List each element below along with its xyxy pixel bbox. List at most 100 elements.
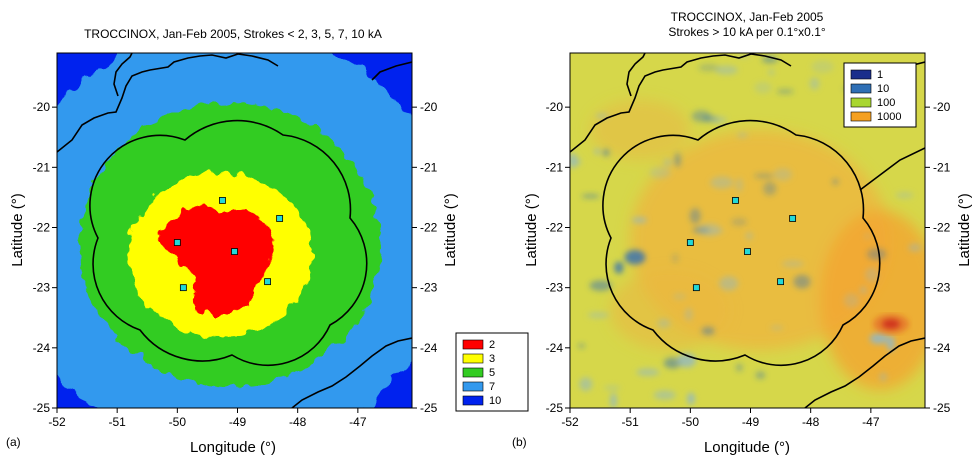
low-count-patch	[843, 293, 860, 308]
station-marker	[692, 284, 700, 292]
panel-b: TROCCINOX, Jan-Feb 2005 Strokes > 10 kA …	[512, 10, 973, 456]
x-tick-label: -47	[862, 415, 880, 429]
low-count-patch	[711, 116, 728, 125]
station-marker	[173, 239, 181, 246]
low-count-patch	[589, 280, 612, 291]
y-axis-label-a-right: Latitude (°)	[442, 193, 459, 267]
y-axis-label-a-left: Latitude (°)	[9, 193, 26, 267]
axes-b: -52 -51 -50 -49 -48 -47 -20 -20 -21 -21 -22 -22 -23 -…	[546, 100, 951, 429]
station-marker	[264, 278, 271, 286]
x-tick-label: -52	[561, 415, 579, 429]
y-tick-label-right: -25	[420, 401, 438, 415]
low-count-patch	[631, 217, 648, 224]
low-count-patch	[895, 191, 914, 199]
coverage-boundary-b	[602, 119, 881, 366]
low-count-patch	[811, 60, 834, 74]
y-tick-label-left: -24	[546, 341, 564, 355]
low-count-patch	[697, 223, 722, 237]
low-count-patch	[731, 218, 748, 227]
low-count-patch	[671, 253, 679, 263]
legend-swatch	[462, 367, 484, 378]
level-1000-patches	[590, 100, 925, 390]
low-count-patch	[719, 276, 739, 291]
legend-a: 2 3 5 7 10	[455, 332, 529, 412]
legend-swatch	[850, 97, 872, 108]
low-count-patch	[763, 181, 777, 196]
station-marker	[777, 278, 784, 286]
y-tick-label-right: -21	[420, 160, 438, 174]
low-count-patch	[793, 274, 811, 289]
low-count-patch	[710, 176, 734, 189]
x-tick-label: -51	[621, 415, 639, 429]
low-count-patch	[691, 110, 711, 123]
y-tick-label-right: -23	[420, 281, 438, 295]
low-count-patch	[614, 261, 624, 274]
stations-b	[686, 197, 797, 292]
x-tick-label: -51	[108, 415, 126, 429]
station-marker	[179, 284, 187, 292]
plot-frame-a	[56, 52, 413, 409]
y-tick-label-right: -20	[933, 100, 951, 114]
low-count-patch	[773, 168, 793, 181]
panel-a-title: TROCCINOX, Jan-Feb 2005, Strokes < 2, 3,…	[84, 27, 382, 41]
low-count-patch	[594, 148, 601, 155]
low-count-patch	[684, 307, 693, 321]
legend-label: 1	[877, 69, 883, 81]
low-count-patch	[653, 390, 676, 400]
station-marker	[744, 248, 751, 255]
low-count-patch	[581, 194, 600, 199]
legend-swatch	[850, 83, 872, 94]
legend-swatch	[462, 395, 484, 406]
y-tick-label-left: -21	[546, 160, 564, 174]
y-tick-label-right: -24	[933, 341, 951, 355]
x-tick-label: -48	[802, 415, 820, 429]
x-tick-label: -49	[742, 415, 760, 429]
legend-swatch	[462, 339, 484, 350]
low-count-patch	[864, 233, 871, 240]
low-count-patch	[879, 372, 887, 382]
station-marker	[686, 239, 694, 246]
y-tick-label-left: -23	[546, 281, 564, 295]
low-count-patch	[610, 392, 617, 408]
coverage-boundary	[89, 119, 368, 366]
panel-b-label: (b)	[512, 435, 527, 449]
low-count-patch	[663, 158, 673, 167]
low-count-patch	[579, 377, 593, 392]
low-count-patch	[674, 152, 681, 168]
stations-a	[173, 197, 284, 292]
low-count-patch	[689, 208, 701, 224]
panel-b-title: TROCCINOX, Jan-Feb 2005	[671, 10, 824, 24]
legend-swatch	[462, 381, 484, 392]
legend-label: 100	[877, 97, 895, 109]
low-count-patch	[657, 318, 671, 329]
station-marker	[732, 197, 739, 204]
y-tick-label-right: -24	[420, 341, 438, 355]
y-tick-label-left: -25	[546, 401, 564, 415]
station-marker	[219, 197, 226, 204]
legend-label: 10	[877, 83, 889, 95]
level-1-10-patches	[570, 53, 922, 408]
low-count-patch	[768, 68, 775, 76]
low-count-patch	[866, 248, 887, 261]
low-count-patch	[672, 293, 687, 300]
y-tick-label-left: -25	[33, 401, 51, 415]
station-marker	[231, 248, 238, 255]
y-tick-label-right: -21	[933, 160, 951, 174]
low-count-patch	[745, 231, 753, 241]
y-axis-label-b-left: Latitude (°)	[523, 193, 540, 267]
y-axis-label-b-right: Latitude (°)	[956, 193, 973, 267]
legend-swatch	[850, 69, 872, 80]
panel-b-subtitle: Strokes > 10 kA per 0.1°x0.1°	[668, 25, 826, 39]
low-count-patch	[869, 333, 889, 345]
low-count-patch	[595, 113, 609, 119]
y-tick-label-left: -23	[33, 281, 51, 295]
low-count-patch	[770, 325, 784, 330]
x-tick-label: -49	[229, 415, 247, 429]
coastline	[57, 53, 412, 408]
y-tick-label-left: -21	[33, 160, 51, 174]
axes-a: -52 -51 -50 -49 -48 -47 -20 -20 -21 -21 -22 -22 -23 -…	[33, 100, 438, 429]
low-count-patch	[736, 132, 749, 139]
low-count-patch	[781, 260, 804, 268]
hotspot	[873, 314, 909, 334]
